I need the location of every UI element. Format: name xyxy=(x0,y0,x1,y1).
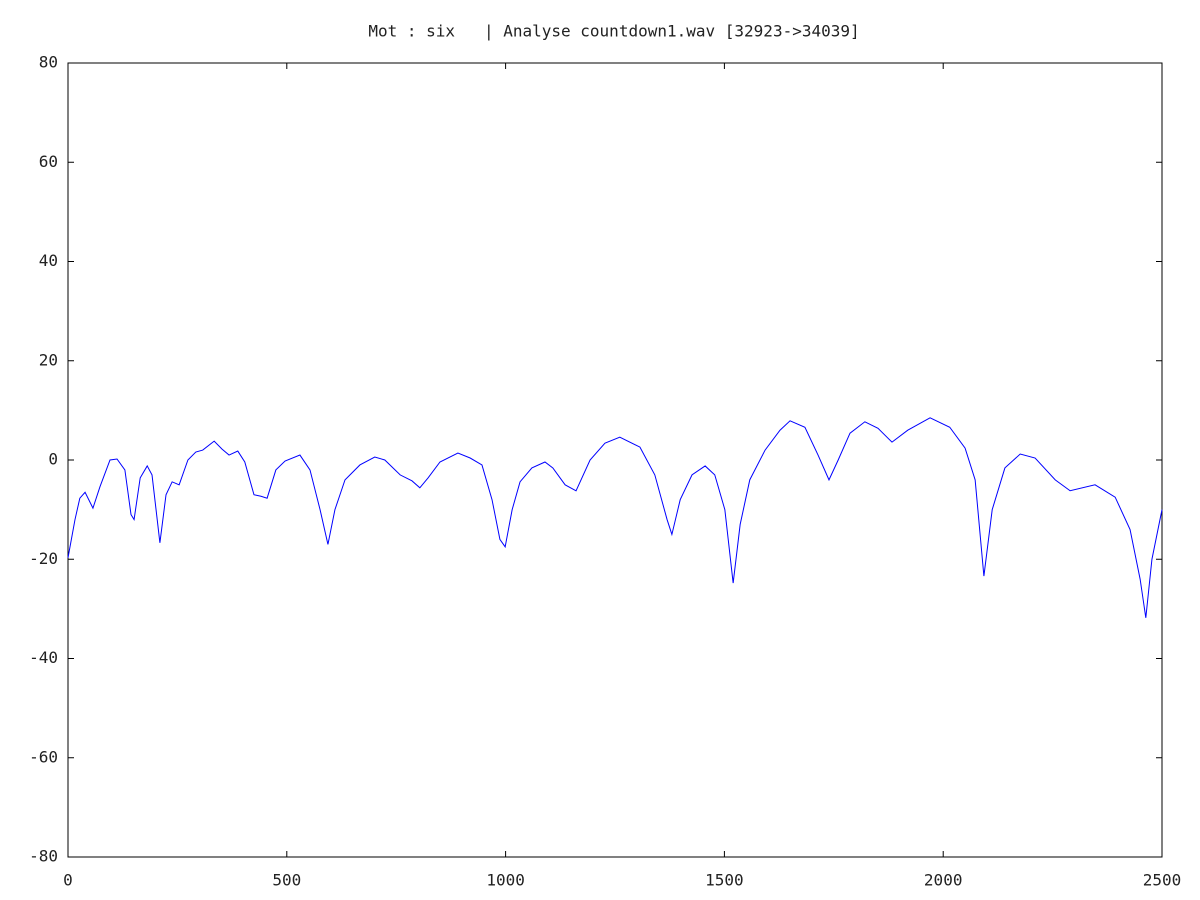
y-tick-label: 0 xyxy=(48,450,58,469)
x-tick-label: 2000 xyxy=(924,871,963,890)
y-tick-label: -60 xyxy=(29,747,58,766)
y-tick-label: 80 xyxy=(39,53,58,72)
y-tick-label: -80 xyxy=(29,847,58,866)
x-tick-label: 500 xyxy=(272,871,301,890)
y-tick-label: 20 xyxy=(39,350,58,369)
y-tick-label: 40 xyxy=(39,251,58,270)
chart-title: Mot : six | Analyse countdown1.wav [3292… xyxy=(368,22,859,41)
x-tick-label: 1000 xyxy=(486,871,525,890)
data-line xyxy=(67,417,1163,618)
y-tick-label: 60 xyxy=(39,152,58,171)
x-tick-label: 1500 xyxy=(705,871,744,890)
y-tick-label: -40 xyxy=(29,648,58,667)
x-tick-label: 2500 xyxy=(1143,871,1182,890)
x-tick-label: 0 xyxy=(63,871,73,890)
y-tick-label: -20 xyxy=(29,549,58,568)
